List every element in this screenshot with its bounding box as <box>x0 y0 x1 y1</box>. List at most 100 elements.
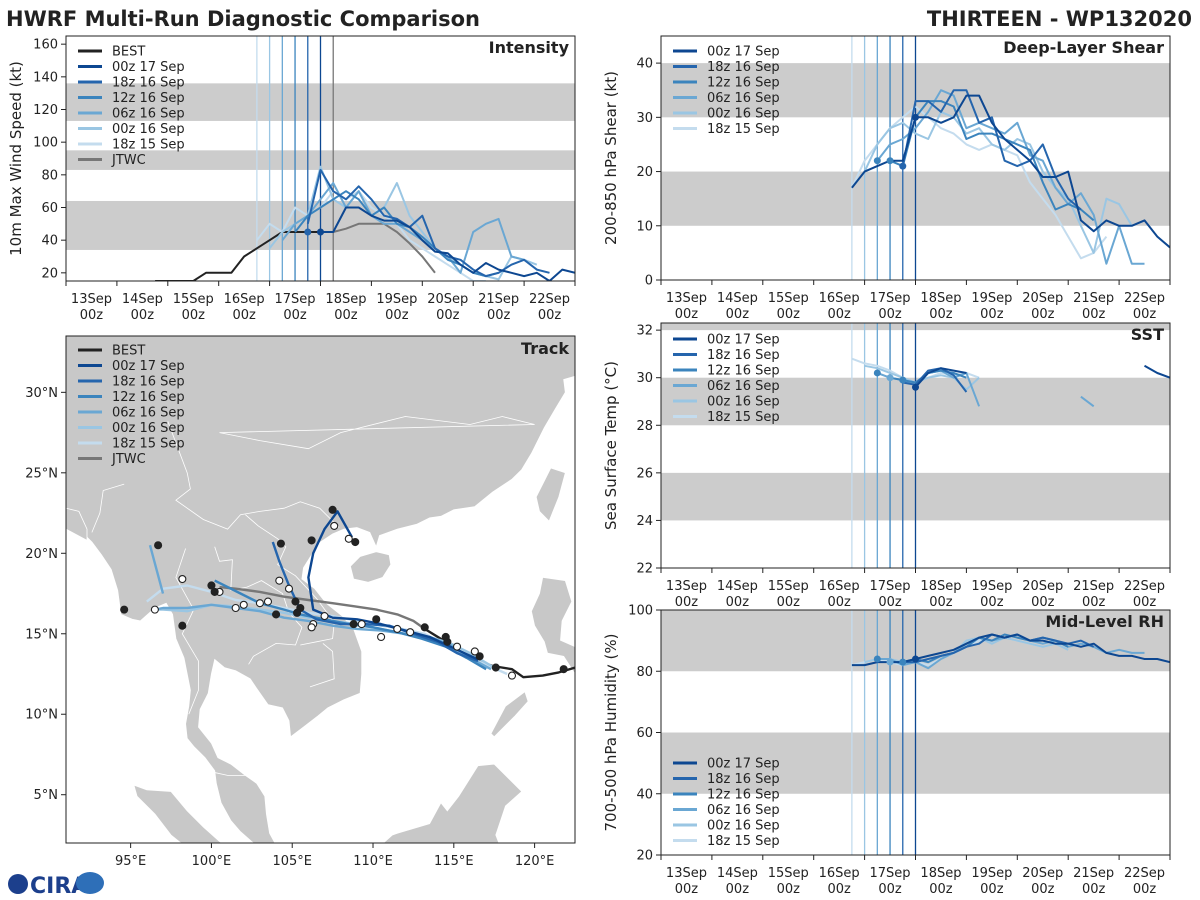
track-xtick-label: 95°E <box>115 854 146 869</box>
sst-series-06z-16-sep <box>1080 395 1095 408</box>
intensity-xtick-hour-label: 00z <box>436 308 460 323</box>
rh-xtick-hour-label: 00z <box>1082 882 1106 897</box>
rh-xtick-hour-label: 00z <box>827 882 851 897</box>
rh-xtick-label: 14Sep <box>717 866 758 881</box>
intensity-legend-label: 18z 15 Sep <box>112 138 185 153</box>
shear-legend-label: 18z 15 Sep <box>707 122 780 137</box>
sst-legend-label: 18z 15 Sep <box>707 410 780 425</box>
intensity-ytick-label: 140 <box>33 70 58 85</box>
country-border <box>167 421 340 530</box>
country-border <box>175 548 199 715</box>
track-map-area <box>66 336 575 843</box>
shear-xtick-hour-label: 00z <box>777 307 801 322</box>
sst-xtick-hour-label: 00z <box>1082 595 1106 610</box>
rh-marker-12z-16-sep <box>873 655 881 663</box>
intensity-legend-label: 12z 16 Sep <box>112 91 185 106</box>
intensity-ytick-label: 120 <box>33 103 58 118</box>
shear-xtick-hour-label: 00z <box>1082 307 1106 322</box>
intensity-marker-00z-17-sep <box>317 228 324 236</box>
shear-ytick-label: 40 <box>636 57 653 72</box>
track-position-marker <box>307 536 316 545</box>
sst-legend-label: 06z 16 Sep <box>707 379 780 394</box>
shear-xtick-label: 21Sep <box>1073 291 1114 306</box>
intensity-ytick-label: 100 <box>33 136 58 151</box>
shear-xtick-hour-label: 00z <box>1031 307 1055 322</box>
track-position-marker <box>328 505 337 514</box>
track-position-marker <box>231 603 240 613</box>
track-position-marker <box>276 539 285 548</box>
track-legend-label: BEST <box>112 344 145 359</box>
land-hainan <box>349 551 392 583</box>
shear-legend-label: 06z 16 Sep <box>707 91 780 106</box>
intensity-xtick-label: 19Sep <box>376 292 417 307</box>
sst-xtick-label: 17Sep <box>870 579 911 594</box>
intensity-ytick-label: 20 <box>41 266 58 281</box>
shear-ytick-label: 10 <box>636 219 653 234</box>
track-position-marker <box>351 537 360 547</box>
rh-xtick-hour-label: 00z <box>878 882 902 897</box>
sst-marker-12z-16-sep <box>873 369 881 377</box>
rh-ylabel: 700-500 hPa Humidity (%) <box>602 633 620 831</box>
land-palawan <box>490 691 529 738</box>
sst-legend-label: 00z 16 Sep <box>707 395 780 410</box>
sst-xtick-label: 21Sep <box>1073 579 1114 594</box>
sst-xtick-hour-label: 00z <box>726 595 750 610</box>
land-bangladesh <box>66 507 88 542</box>
track-position-marker <box>210 587 219 596</box>
sst-legend-label: 12z 16 Sep <box>707 364 780 379</box>
rh-ytick-label: 100 <box>628 604 653 619</box>
track-position-marker <box>393 624 402 633</box>
track-position-marker <box>272 610 281 619</box>
country-border <box>91 483 125 533</box>
shear-marker-12z-16-sep <box>873 157 881 165</box>
shear-xtick-label: 15Sep <box>768 291 809 306</box>
track-position-marker <box>178 621 187 630</box>
country-border <box>245 514 335 646</box>
land-mainland <box>66 336 575 843</box>
sst-xtick-label: 16Sep <box>819 579 860 594</box>
track-xtick-label: 105°E <box>272 854 312 869</box>
sst-ytick-label: 24 <box>636 514 653 529</box>
track-series-06z-16-sep <box>148 544 165 594</box>
sst-title: SST <box>1131 325 1164 344</box>
track-position-marker <box>330 521 339 530</box>
shear-ytick-label: 30 <box>636 111 653 126</box>
rh-marker-00z-17-sep <box>912 655 919 663</box>
track-position-marker <box>372 615 381 624</box>
rh-legend-label: 18z 16 Sep <box>707 772 780 787</box>
intensity-plot-area <box>66 36 575 281</box>
track-series-jtwc <box>219 585 426 630</box>
sst-ytick-label: 28 <box>636 419 653 434</box>
track-ytick-label: 15°N <box>25 627 58 642</box>
rh-xtick-hour-label: 00z <box>1133 882 1157 897</box>
sst-series-00z-17-sep <box>914 367 967 388</box>
track-legend-label: 06z 16 Sep <box>112 406 185 421</box>
track-position-marker <box>255 599 264 608</box>
rh-ytick-label: 60 <box>636 726 653 741</box>
sst-xtick-label: 18Sep <box>920 579 961 594</box>
shear-ylabel: 200-850 hPa Shear (kt) <box>602 71 620 245</box>
rh-xtick-label: 18Sep <box>920 866 961 881</box>
shear-legend-label: 00z 16 Sep <box>707 107 780 122</box>
rh-legend-label: 00z 16 Sep <box>707 819 780 834</box>
sst-xtick-label: 22Sep <box>1124 579 1165 594</box>
sst-ylabel: Sea Surface Temp (°C) <box>602 361 620 530</box>
sst-xtick-hour-label: 00z <box>675 595 699 610</box>
sst-marker-12z-16-sep <box>899 376 907 384</box>
shear-title: Deep-Layer Shear <box>1003 38 1164 57</box>
track-position-marker <box>207 581 216 590</box>
page-title: HWRF Multi-Run Diagnostic Comparison <box>6 7 480 31</box>
shear-series-00z-17-sep <box>851 94 1170 249</box>
land-luzon <box>530 576 575 675</box>
intensity-xtick-label: 16Sep <box>224 292 265 307</box>
track-position-marker <box>475 652 484 661</box>
sst-xtick-hour-label: 00z <box>929 595 953 610</box>
shear-xtick-label: 18Sep <box>920 291 961 306</box>
intensity-series-00z-16-sep <box>268 165 538 281</box>
track-xtick-label: 110°E <box>353 854 393 869</box>
rh-plot-area <box>661 610 1170 855</box>
shear-ytick-label: 0 <box>645 274 653 289</box>
rh-series-00z-16-sep <box>864 636 1069 664</box>
land-borneo <box>367 763 523 843</box>
shear-xtick-label: 20Sep <box>1022 291 1063 306</box>
